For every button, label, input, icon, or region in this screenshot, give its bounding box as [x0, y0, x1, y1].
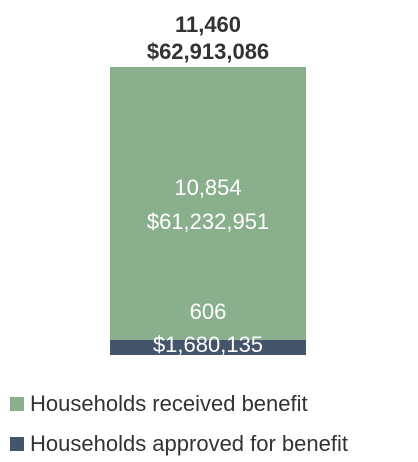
segment-amount-label-approved: $1,680,135: [153, 332, 263, 357]
legend-item-received: Households received benefit: [10, 391, 308, 417]
stacked-bar-chart: 11,460 $62,913,086 606 $1,680,135 10,854 $6…: [110, 12, 306, 357]
segment-count-label-received: 10,854: [174, 175, 241, 200]
legend-swatch-received: [10, 397, 24, 411]
legend-item-approved: Households approved for benefit: [10, 431, 348, 457]
bar-segments: 606 $1,680,135 10,854 $61,232,951: [110, 67, 306, 357]
legend-label-approved: Households approved for benefit: [30, 431, 348, 456]
bar-segment-received: [110, 67, 306, 340]
legend-label-received: Households received benefit: [30, 391, 308, 416]
legend-swatch-approved: [10, 437, 24, 451]
segment-amount-label-received: $61,232,951: [147, 209, 269, 234]
total-count-label: 11,460: [175, 12, 241, 37]
total-amount-label: $62,913,086: [147, 39, 269, 64]
segment-count-label-approved: 606: [190, 299, 227, 324]
bar-segment-approved: [110, 339, 306, 355]
